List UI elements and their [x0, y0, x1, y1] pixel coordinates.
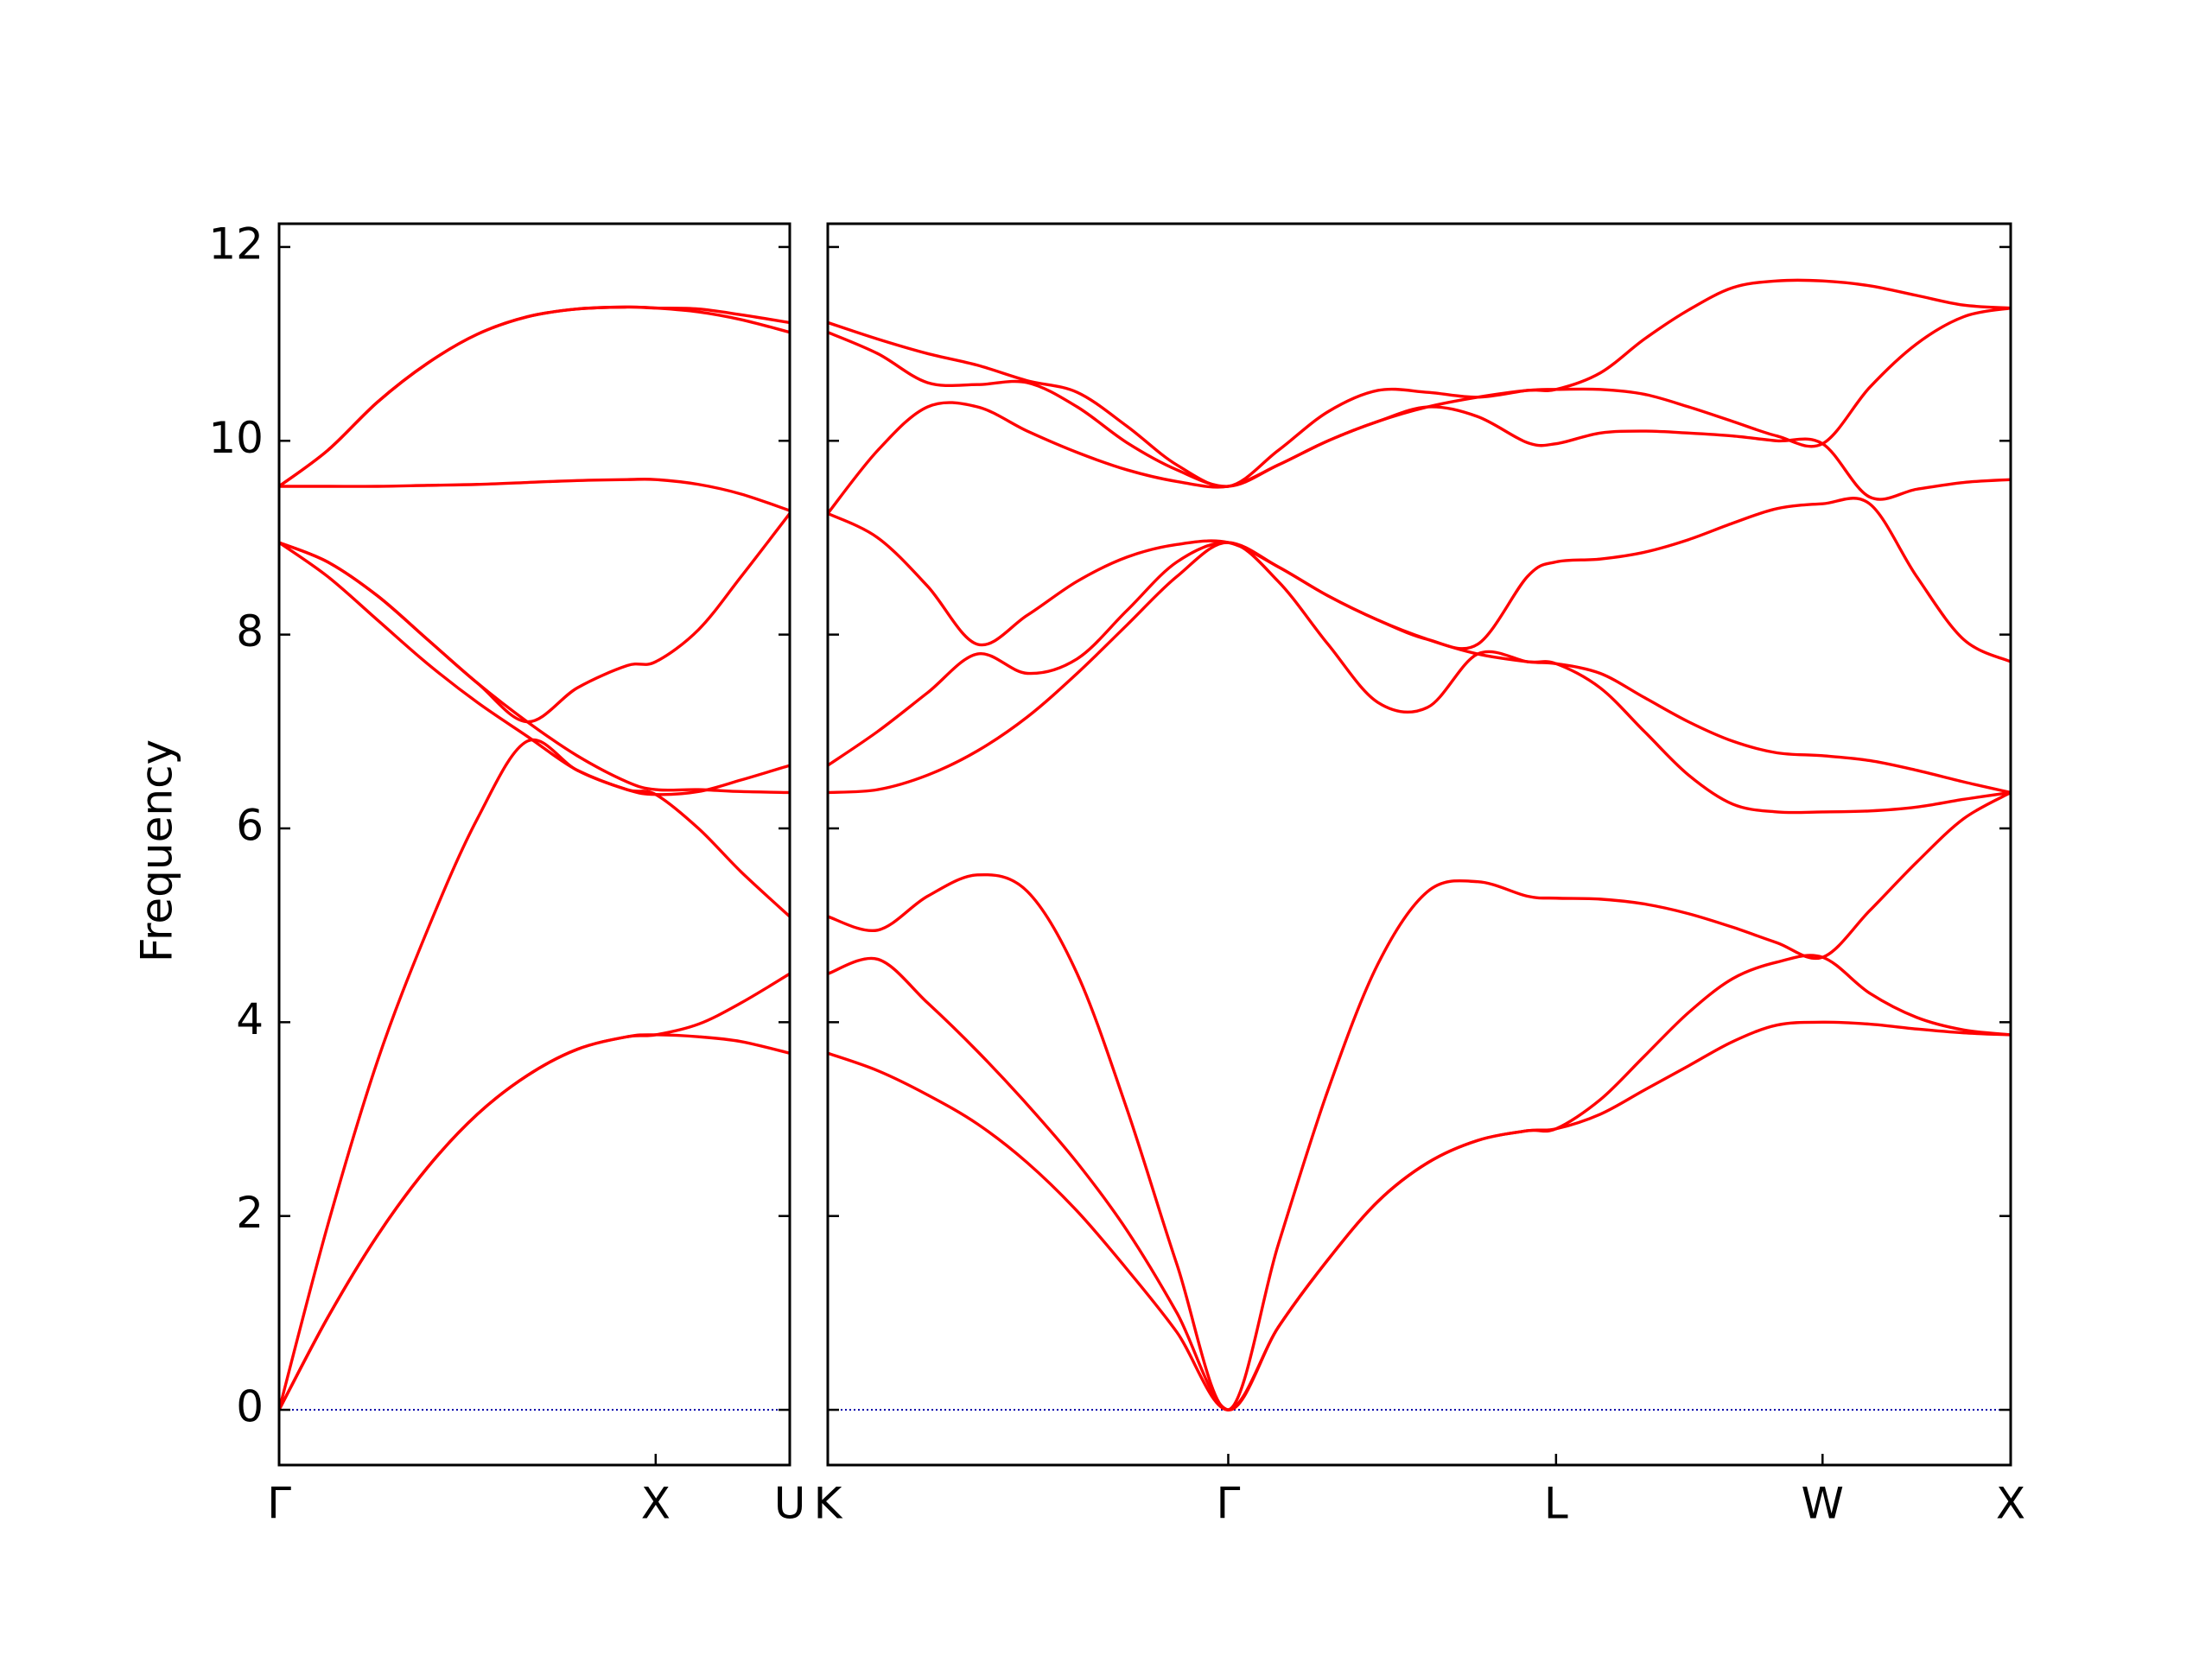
- band-line: [279, 541, 790, 796]
- band-line: [828, 278, 2011, 488]
- band-line: [828, 541, 2011, 815]
- band-line: [828, 790, 2011, 1411]
- x-tick-label: X: [1996, 1479, 2025, 1529]
- x-tick-label: Γ: [1217, 1479, 1241, 1529]
- x-tick-label: K: [814, 1479, 843, 1529]
- axes-frame: [277, 222, 791, 1467]
- y-tick-label: 4: [236, 994, 264, 1044]
- band-line: [279, 972, 790, 1411]
- y-axis-label: Frequency: [132, 739, 182, 962]
- band-line: [279, 512, 790, 724]
- x-tick-label: X: [641, 1479, 671, 1529]
- plot-area: [828, 278, 2011, 1411]
- y-tick-label: 6: [236, 800, 264, 850]
- x-tick-label: U: [774, 1479, 806, 1529]
- band-line: [279, 738, 790, 1411]
- band-line: [279, 305, 790, 488]
- plot-area: [279, 305, 790, 1411]
- y-tick-label: 10: [208, 413, 264, 463]
- x-tick-label: L: [1544, 1479, 1568, 1529]
- band-line: [828, 497, 2011, 663]
- y-tick-label: 0: [236, 1382, 264, 1432]
- y-tick-label: 2: [236, 1188, 264, 1238]
- band-line: [279, 477, 790, 512]
- y-tick-label: 8: [236, 606, 264, 657]
- x-tick-label: W: [1802, 1479, 1844, 1529]
- band-line: [828, 306, 2011, 488]
- band-line: [828, 954, 2011, 1411]
- axes-frame: [826, 222, 2012, 1467]
- y-tick-label: 12: [208, 219, 264, 269]
- x-tick-label: Γ: [267, 1479, 291, 1529]
